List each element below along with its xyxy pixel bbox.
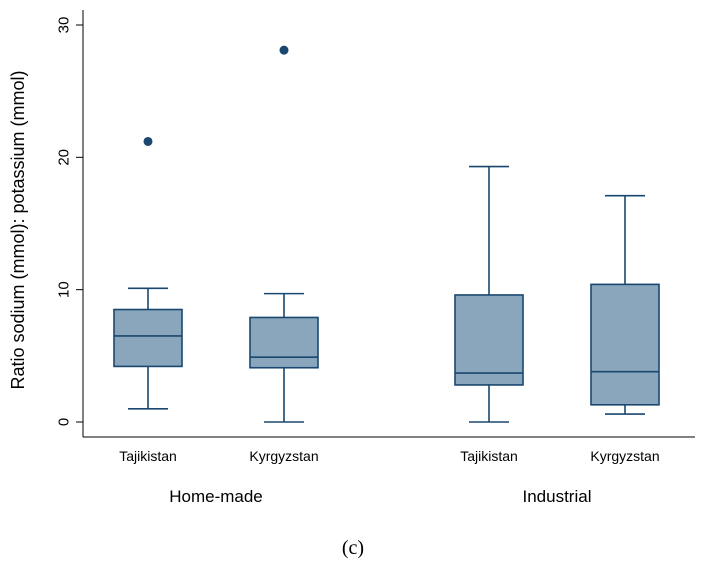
category-labels: Tajikistan Kyrgyzstan Tajikistan Kyrgyzstan: [119, 448, 659, 464]
iqr-box: [249, 316, 319, 369]
y-tick-label: 20: [56, 149, 73, 166]
boxes: [113, 45, 660, 423]
iqr-box: [113, 308, 183, 368]
group-label: Home-made: [169, 487, 263, 506]
category-label: Tajikistan: [460, 448, 518, 464]
y-tick-label: 30: [56, 17, 73, 34]
box-plot-3: [454, 165, 524, 423]
box-plot-1: [113, 136, 183, 410]
panel-caption: (c): [342, 537, 364, 559]
box-plot-4: [590, 194, 660, 415]
axes: 0 10 20 30: [56, 10, 695, 438]
outlier-point: [143, 136, 153, 146]
iqr-box: [454, 294, 524, 386]
y-tick-label: 10: [56, 281, 73, 298]
category-label: Kyrgyzstan: [590, 448, 659, 464]
category-label: Tajikistan: [119, 448, 177, 464]
y-axis-title: Ratio sodium (mmol): potassium (mmol): [8, 70, 28, 389]
iqr-box: [590, 283, 660, 406]
outlier-point: [279, 45, 289, 55]
y-tick-label: 0: [56, 418, 73, 426]
group-label: Industrial: [523, 487, 592, 506]
group-labels: Home-made Industrial: [169, 487, 591, 506]
box-plot-2: [249, 45, 319, 423]
category-label: Kyrgyzstan: [249, 448, 318, 464]
